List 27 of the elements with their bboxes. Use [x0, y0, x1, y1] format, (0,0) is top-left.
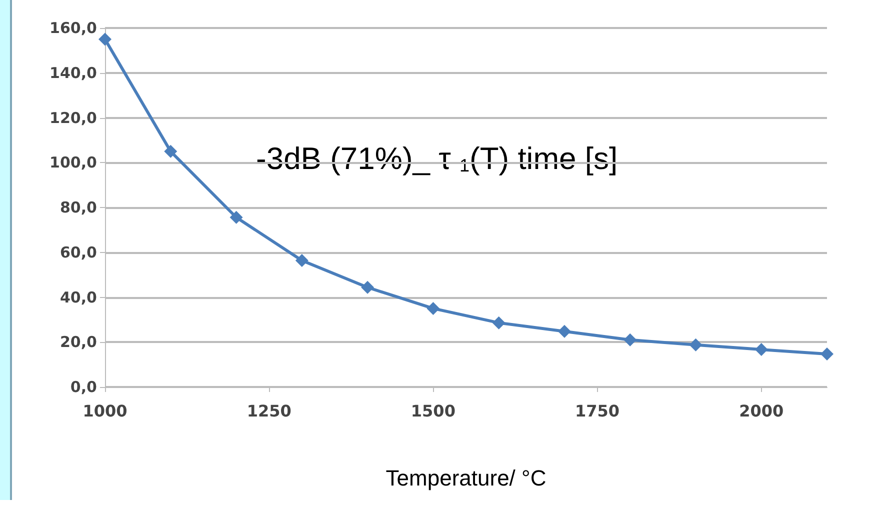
- point: [230, 210, 243, 224]
- point: [492, 316, 506, 330]
- x-tick-label: 1000: [82, 402, 128, 420]
- point: [426, 302, 440, 315]
- y-tick-label: 0,0: [70, 378, 97, 396]
- y-tick-label: 20,0: [60, 333, 97, 352]
- point: [98, 32, 112, 46]
- y-tick-label: 160,0: [50, 19, 97, 37]
- x-tick-label: 1250: [246, 402, 292, 420]
- point: [689, 338, 702, 352]
- point: [558, 324, 571, 338]
- point: [820, 348, 834, 361]
- y-tick-label: 100,0: [50, 154, 97, 172]
- y-tick-label: 40,0: [60, 288, 97, 306]
- x-tick-label: 1500: [410, 402, 456, 420]
- y-tick-label: 80,0: [60, 198, 97, 216]
- x-axis-title: Temperature/ °C: [386, 466, 546, 490]
- point: [361, 280, 374, 294]
- point: [624, 333, 637, 346]
- x-tick-label: 2000: [739, 402, 784, 420]
- y-tick-label: 60,0: [60, 243, 97, 262]
- point: [754, 343, 768, 356]
- y-tick-label: 120,0: [50, 108, 97, 127]
- x-tick-label: 1750: [575, 402, 620, 420]
- y-tick-label: 140,0: [50, 64, 97, 82]
- point: [295, 254, 308, 267]
- point: [164, 144, 178, 158]
